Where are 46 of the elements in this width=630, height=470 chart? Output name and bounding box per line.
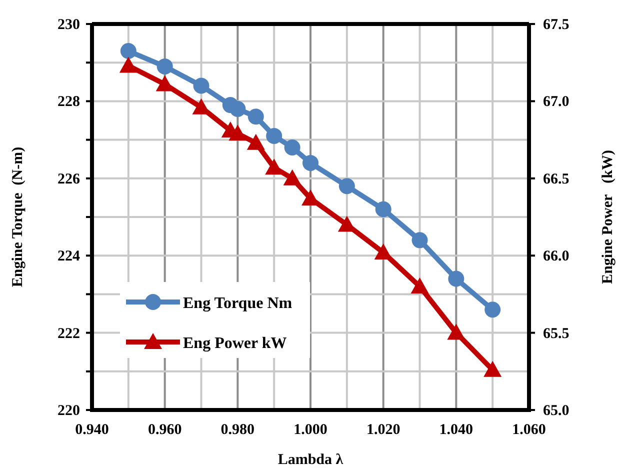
y2-tick-label: 67.0: [543, 94, 570, 110]
x-tick-label: 0.940: [75, 422, 109, 438]
point: [374, 244, 392, 260]
x-tick-label: 1.040: [439, 422, 474, 438]
point: [448, 270, 464, 287]
y-axis-title: Engine Torque (N-m): [10, 146, 26, 288]
legend-label: Eng Power kW: [183, 335, 287, 352]
point: [248, 108, 264, 125]
y-tick-label: 230: [58, 17, 80, 33]
point: [230, 100, 246, 117]
y2-tick-label: 67.5: [543, 17, 570, 33]
x-tick-label: 1.000: [294, 422, 328, 438]
point: [120, 43, 136, 60]
point: [193, 78, 210, 94]
point: [338, 178, 355, 194]
point: [302, 154, 318, 171]
point: [283, 169, 302, 186]
legend-label: Eng Torque Nm: [183, 295, 293, 312]
point: [246, 134, 265, 150]
y-tick-label: 224: [58, 248, 80, 265]
y2-tick-label: 66.5: [543, 171, 570, 188]
y-tick-label: 220: [58, 403, 80, 419]
point: [375, 201, 392, 218]
y-tick-label: 228: [58, 94, 80, 110]
y2-axis-title: Engine Power (kW): [600, 150, 616, 284]
point: [156, 58, 173, 74]
point: [119, 56, 138, 73]
point: [284, 140, 300, 156]
point: [484, 302, 501, 318]
x-tick-label: 1.060: [512, 422, 546, 438]
y2-tick-label: 66.0: [543, 248, 570, 265]
point: [410, 277, 429, 294]
x-tick-label: 1.020: [366, 422, 400, 438]
y2-tick-label: 65.5: [543, 326, 570, 342]
point: [265, 158, 284, 175]
y-tick-label: 226: [58, 171, 80, 188]
point: [447, 324, 466, 340]
y2-tick-label: 65.0: [543, 403, 570, 419]
point: [266, 128, 282, 144]
x-tick-label: 0.960: [148, 422, 182, 438]
x-axis-title: Lambda λ: [278, 452, 344, 468]
point: [484, 360, 502, 377]
point: [228, 124, 247, 141]
x-tick-label: 0.980: [220, 422, 255, 438]
point: [412, 232, 428, 248]
y-tick-label: 222: [58, 326, 80, 342]
